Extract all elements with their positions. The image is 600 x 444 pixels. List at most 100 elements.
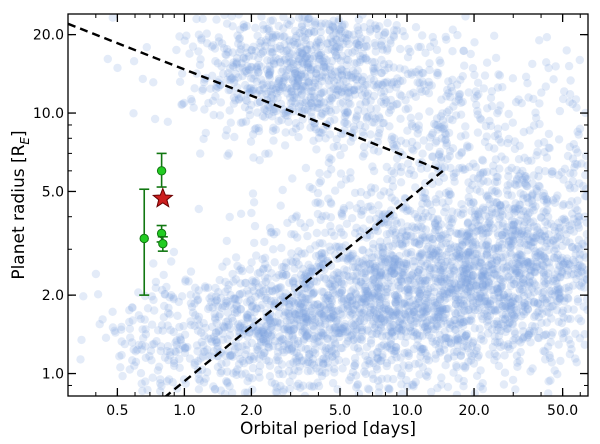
background-point xyxy=(272,356,281,365)
background-point xyxy=(91,269,101,279)
background-point xyxy=(470,256,480,265)
background-point xyxy=(449,215,458,224)
background-point xyxy=(306,40,315,50)
background-point xyxy=(386,95,395,105)
background-point xyxy=(330,338,340,347)
background-point xyxy=(546,238,555,248)
background-point xyxy=(362,286,371,296)
background-point xyxy=(469,263,478,273)
background-point xyxy=(260,105,270,114)
background-point xyxy=(384,263,394,272)
background-point xyxy=(149,295,158,305)
background-point xyxy=(279,109,288,118)
background-point xyxy=(361,293,371,303)
background-point xyxy=(312,262,321,272)
background-point xyxy=(252,63,262,72)
background-point xyxy=(342,68,351,77)
background-point xyxy=(523,235,533,244)
background-point xyxy=(445,114,454,124)
background-point xyxy=(229,93,239,102)
background-point xyxy=(227,14,236,21)
background-point xyxy=(478,384,488,394)
background-point xyxy=(250,71,259,80)
background-point xyxy=(416,249,425,258)
background-point xyxy=(396,136,406,145)
background-point xyxy=(409,307,418,317)
background-point xyxy=(504,204,514,213)
background-point xyxy=(316,128,325,137)
background-point xyxy=(421,300,431,309)
background-point xyxy=(466,235,475,244)
background-point xyxy=(541,208,550,217)
background-point xyxy=(372,261,381,271)
background-point xyxy=(374,388,383,396)
background-point xyxy=(297,90,306,100)
background-point xyxy=(403,348,412,357)
background-point xyxy=(459,46,468,55)
background-point xyxy=(264,110,274,119)
background-point xyxy=(306,98,316,108)
background-point xyxy=(222,45,232,54)
background-point xyxy=(120,339,129,349)
background-point xyxy=(491,258,501,268)
background-point xyxy=(342,219,352,228)
background-point xyxy=(311,349,320,358)
background-point xyxy=(384,273,393,282)
background-point xyxy=(533,147,542,156)
y-axis-title-end: ] xyxy=(9,130,29,137)
background-point xyxy=(365,356,374,366)
background-point xyxy=(419,274,428,283)
background-point xyxy=(381,298,391,307)
background-point xyxy=(271,125,280,134)
background-point xyxy=(415,370,424,379)
background-point xyxy=(264,149,273,158)
background-point xyxy=(241,369,250,378)
background-point xyxy=(337,208,346,217)
background-point xyxy=(262,295,271,305)
background-point xyxy=(352,39,361,48)
background-point xyxy=(446,339,456,348)
background-point xyxy=(504,166,513,175)
background-point xyxy=(271,273,281,282)
background-point xyxy=(320,60,329,69)
background-point xyxy=(390,255,400,264)
background-point xyxy=(482,58,492,67)
background-point xyxy=(296,99,305,109)
background-point xyxy=(242,96,252,106)
background-point xyxy=(386,275,395,285)
background-point xyxy=(486,93,496,103)
background-point xyxy=(300,33,309,42)
background-point xyxy=(401,249,411,258)
background-point xyxy=(379,245,388,254)
background-point xyxy=(433,216,442,225)
background-point xyxy=(297,46,306,56)
background-point xyxy=(520,239,529,248)
background-point xyxy=(319,57,329,67)
background-point xyxy=(382,284,392,293)
background-point xyxy=(303,60,313,70)
background-point xyxy=(388,328,397,337)
background-point xyxy=(334,90,343,100)
background-point xyxy=(444,247,453,257)
background-point xyxy=(407,137,417,147)
background-point xyxy=(362,80,371,90)
background-point xyxy=(265,26,274,36)
background-point xyxy=(552,279,561,288)
background-point xyxy=(339,294,349,303)
background-point xyxy=(294,38,303,48)
background-point xyxy=(282,316,291,326)
background-point xyxy=(310,92,319,101)
background-point xyxy=(217,39,227,48)
background-point xyxy=(462,316,471,325)
background-point xyxy=(478,280,487,289)
background-point xyxy=(245,111,255,120)
background-point xyxy=(229,62,238,72)
background-point xyxy=(484,278,493,287)
background-point xyxy=(163,117,172,127)
background-point xyxy=(534,333,543,343)
background-point xyxy=(418,199,427,208)
background-point xyxy=(308,266,317,276)
background-point xyxy=(229,58,238,67)
background-point xyxy=(283,19,292,28)
background-point xyxy=(477,115,486,124)
